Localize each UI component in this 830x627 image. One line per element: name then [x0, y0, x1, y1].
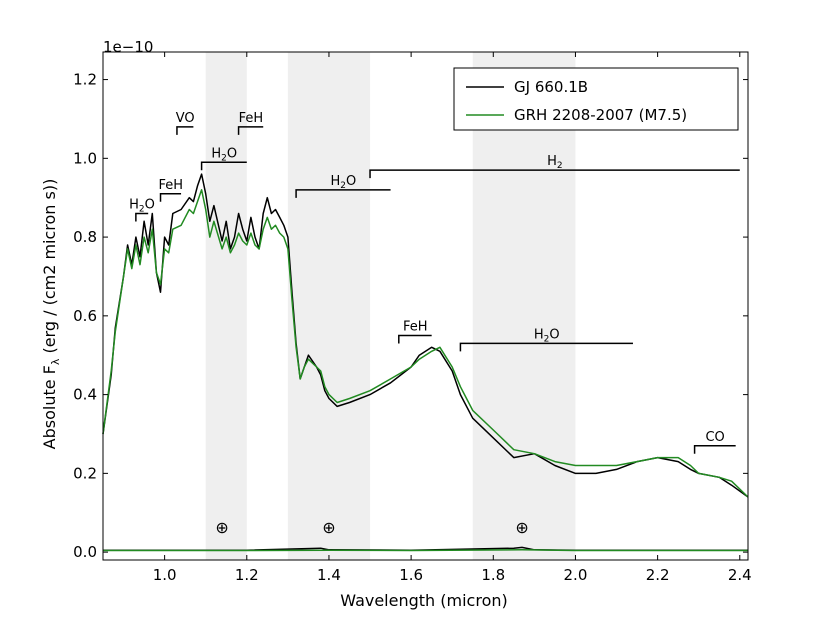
y-axis-label-main: Absolute F — [40, 365, 59, 449]
y-tick-label: 0.8 — [73, 228, 97, 246]
y-tick-label: 1.0 — [73, 149, 97, 167]
x-tick-label: 2.0 — [564, 566, 588, 584]
annotation-bracket-8 — [398, 334, 432, 344]
annotation-bracket-9 — [459, 342, 633, 352]
annotation-bracket-10 — [693, 445, 736, 454]
annotation-label-2: FeH — [159, 178, 184, 193]
earth-symbol-icon: ⊕ — [215, 518, 228, 537]
legend-label-grh-2208-2007: GRH 2208-2007 (M7.5) — [514, 106, 687, 124]
series-line-grh-2208-2007-m7-5 — [102, 189, 749, 498]
telluric-symbols: ⊕ ⊕ ⊕ — [215, 518, 528, 537]
earth-symbol-icon: ⊕ — [515, 518, 528, 537]
telluric-bands — [205, 52, 576, 560]
legend-label-gj-660-1b: GJ 660.1B — [514, 78, 588, 96]
legend-box — [453, 67, 739, 131]
annotation-bracket-2 — [159, 193, 182, 202]
telluric-band-1 — [205, 52, 247, 560]
telluric-band-3 — [472, 52, 576, 560]
y-axis-ticks: 0.0 0.2 0.4 0.6 0.8 1.0 1.2 — [73, 71, 748, 561]
x-tick-label: 1.2 — [235, 566, 259, 584]
x-axis-ticks: 1.0 1.2 1.4 1.6 1.8 2.0 2.2 2.4 — [153, 52, 752, 584]
y-tick-label: 0.2 — [73, 464, 97, 482]
feature-annotations: H2O FeH VO FeH H2O H2 H2O FeH H2O CO — [129, 111, 740, 454]
annotation-label-7: H2O — [330, 174, 356, 191]
annotation-label-1: H2O — [129, 197, 155, 214]
annotation-label-6: H2 — [547, 154, 563, 171]
y-axis-label-units: (erg / (cm2 micron s)) — [40, 179, 59, 359]
y-tick-label: 0.6 — [73, 307, 97, 325]
annotation-bracket-3 — [176, 126, 194, 135]
x-tick-label: 1.0 — [153, 566, 177, 584]
y-tick-label: 0.4 — [73, 386, 97, 404]
earth-symbol-icon: ⊕ — [322, 518, 335, 537]
y-tick-label: 0.0 — [73, 543, 97, 561]
x-tick-label: 1.4 — [317, 566, 341, 584]
annotation-label-8: FeH — [403, 320, 428, 335]
x-tick-label: 2.4 — [728, 566, 752, 584]
x-tick-label: 2.2 — [646, 566, 670, 584]
legend: GJ 660.1B GRH 2208-2007 (M7.5) — [453, 67, 739, 131]
annotation-bracket-4 — [237, 126, 264, 135]
spectra — [102, 173, 749, 552]
annotation-bracket-6 — [369, 169, 740, 179]
x-tick-label: 1.8 — [481, 566, 505, 584]
annotation-bracket-5 — [200, 161, 247, 171]
annotation-bracket-1 — [135, 212, 149, 222]
annotation-label-3: VO — [176, 111, 195, 126]
y-tick-label: 1.2 — [73, 71, 97, 89]
telluric-band-2 — [287, 52, 371, 560]
x-tick-label: 1.6 — [399, 566, 423, 584]
noise-line-3 — [103, 549, 748, 552]
annotation-label-10: CO — [705, 430, 724, 445]
y-axis-label-subscript: λ — [49, 358, 62, 365]
x-axis-label: Wavelength (micron) — [340, 591, 507, 610]
plot-frame — [102, 51, 749, 561]
annotation-label-5: H2O — [211, 146, 237, 163]
annotation-bracket-7 — [295, 189, 391, 198]
y-axis-label: Absolute Fλ (erg / (cm2 micron s)) — [40, 179, 62, 450]
y-offset-text: 1e−10 — [103, 38, 153, 56]
annotation-label-4: FeH — [239, 111, 264, 126]
annotation-label-9: H2O — [534, 327, 560, 344]
